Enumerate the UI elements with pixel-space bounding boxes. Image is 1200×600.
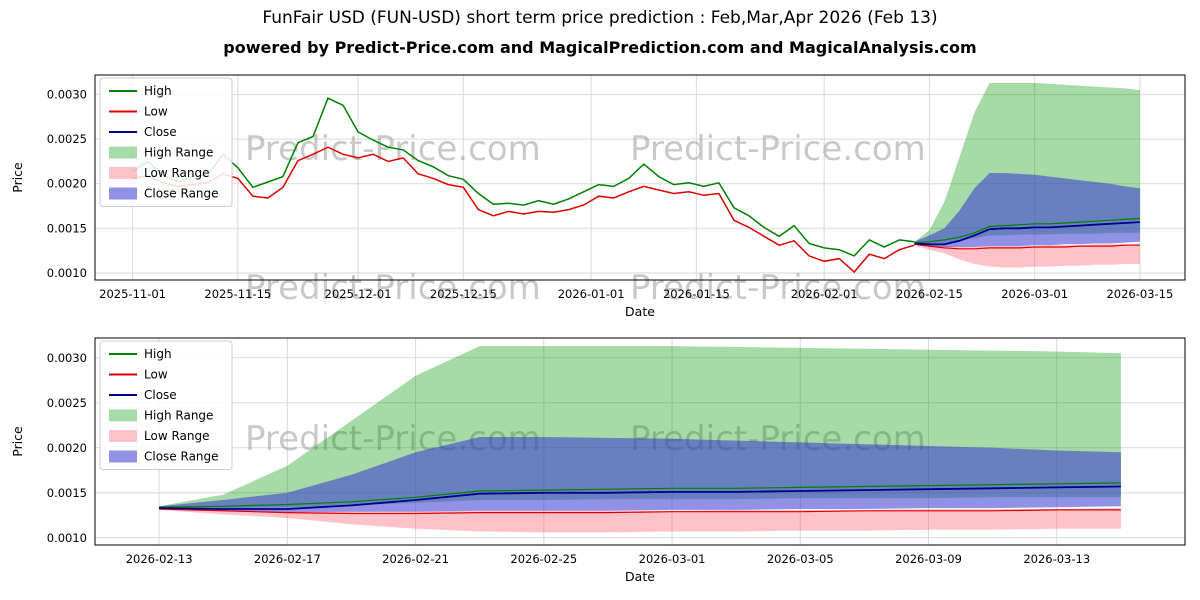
y-tick-label: 0.0025 <box>47 396 87 410</box>
x-tick-label: 2026-03-13 <box>1023 552 1090 566</box>
high-forecast-line <box>159 482 1121 508</box>
legend-label: Low Range <box>144 429 209 443</box>
price-forecast-chart: Predict-Price.comPredict-Price.com0.0010… <box>10 337 1186 584</box>
x-tick-label: 2026-03-05 <box>767 552 834 566</box>
y-tick-label: 0.0015 <box>47 221 87 235</box>
x-axis-label: Date <box>625 569 655 584</box>
y-tick-label: 0.0010 <box>47 266 87 280</box>
close-range-area <box>914 173 1140 247</box>
y-tick-label: 0.0015 <box>47 486 87 500</box>
high-forecast-line <box>914 217 1140 244</box>
close-line <box>159 485 1121 510</box>
legend-swatch <box>109 167 137 179</box>
x-tick-label: 2026-02-21 <box>382 552 449 566</box>
legend-label: Close Range <box>144 187 219 201</box>
x-tick-label: 2026-03-01 <box>1001 287 1068 301</box>
x-tick-label: 2026-03-01 <box>639 552 706 566</box>
x-tick-label: 2026-01-01 <box>558 287 625 301</box>
close-range-area <box>159 437 1121 512</box>
legend-label: High Range <box>144 146 213 160</box>
low-range-area <box>159 508 1121 533</box>
y-tick-label: 0.0030 <box>47 88 87 102</box>
close-line <box>914 221 1140 246</box>
legend-label: Close <box>144 125 177 139</box>
y-axis-label: Price <box>10 162 25 193</box>
y-tick-label: 0.0010 <box>47 531 87 545</box>
low-range-area <box>914 243 1140 268</box>
legend-label: High <box>144 347 172 361</box>
x-tick-label: 2026-02-13 <box>126 552 193 566</box>
x-tick-label: 2025-12-01 <box>325 287 392 301</box>
chart-title: FunFair USD (FUN-USD) short term price p… <box>262 8 938 28</box>
legend-label: Close Range <box>144 450 219 464</box>
plot-border <box>94 74 1186 281</box>
legend-label: Low Range <box>144 166 209 180</box>
legend-swatch <box>109 146 137 159</box>
x-tick-label: 2026-02-17 <box>254 552 321 566</box>
x-tick-label: 2025-12-15 <box>430 287 497 301</box>
low-line <box>132 146 915 274</box>
legend-label: High Range <box>144 409 213 423</box>
legend-label: Low <box>144 368 168 382</box>
watermark-text: Predict-Price.com <box>630 268 926 308</box>
x-tick-label: 2026-02-15 <box>896 287 963 301</box>
y-axis-label: Price <box>10 426 25 457</box>
legend-label: Low <box>144 105 168 119</box>
legend-label: High <box>144 84 172 98</box>
x-tick-label: 2025-11-01 <box>99 287 166 301</box>
legend-box <box>99 77 233 207</box>
high-line <box>132 97 915 257</box>
watermark-text: Predict-Price.com <box>630 129 926 169</box>
low-forecast-line <box>914 243 1140 250</box>
x-tick-label: 2026-02-25 <box>510 552 577 566</box>
legend-box <box>99 340 233 470</box>
legend-swatch <box>109 187 137 200</box>
watermark-text: Predict-Price.com <box>245 129 541 169</box>
legend-swatch <box>109 450 137 463</box>
price-history-forecast-chart: Predict-Price.com Predict-Price.com Predic… <box>10 74 1186 319</box>
legend-label: Close <box>144 388 177 402</box>
legend-swatch <box>109 430 137 442</box>
x-tick-label: 2026-01-15 <box>663 287 730 301</box>
x-axis-label: Date <box>625 304 655 319</box>
legend-swatch <box>109 409 137 422</box>
x-tick-label: 2025-11-15 <box>204 287 271 301</box>
low-forecast-line <box>159 508 1121 515</box>
watermark-text: Predict-Price.com <box>245 268 541 308</box>
plot-border <box>94 337 1186 546</box>
chart-subtitle: powered by Predict-Price.com and Magical… <box>223 38 977 57</box>
y-tick-label: 0.0020 <box>47 177 87 191</box>
y-tick-label: 0.0030 <box>47 351 87 365</box>
y-tick-label: 0.0025 <box>47 132 87 146</box>
x-tick-label: 2026-03-09 <box>895 552 962 566</box>
y-tick-label: 0.0020 <box>47 441 87 455</box>
x-tick-label: 2026-02-01 <box>791 287 858 301</box>
x-tick-label: 2026-03-15 <box>1106 287 1173 301</box>
